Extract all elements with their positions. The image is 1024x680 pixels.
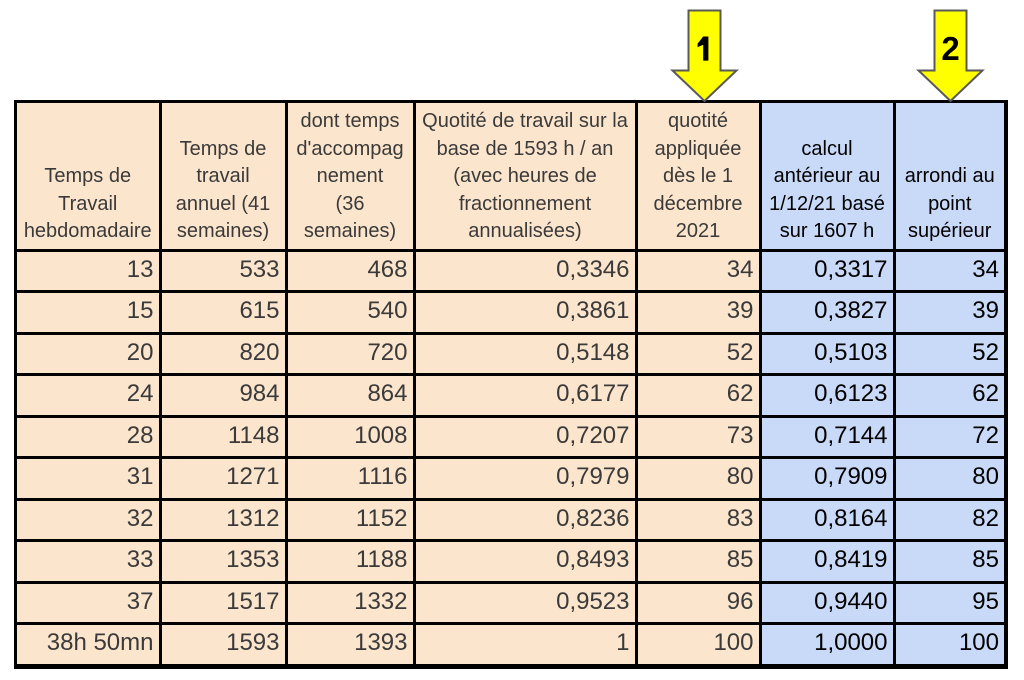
svg-text:2: 2 [941, 30, 959, 67]
